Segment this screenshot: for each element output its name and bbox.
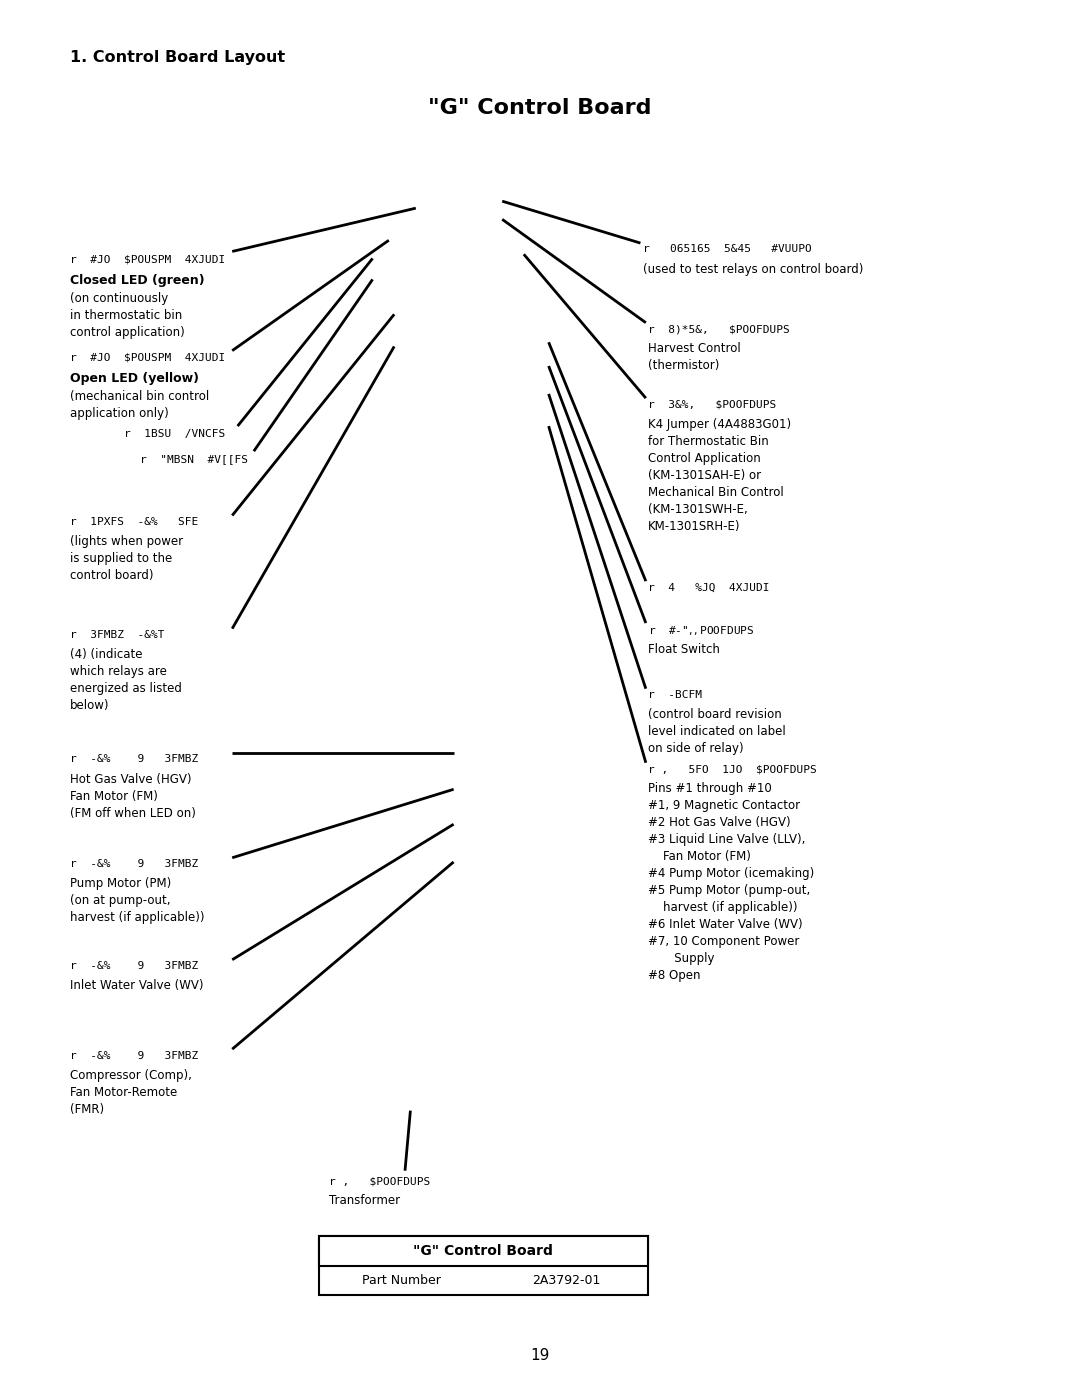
Text: r  4   %JQ  4XJUDI: r 4 %JQ 4XJUDI xyxy=(648,583,769,592)
Text: r  -&%    9   3FMBZ: r -&% 9 3FMBZ xyxy=(70,1051,199,1060)
Text: r  -&%    9   3FMBZ: r -&% 9 3FMBZ xyxy=(70,859,199,869)
Text: r  3&%,   $POOFDUPS: r 3&%, $POOFDUPS xyxy=(648,400,777,409)
Text: Pins #1 through #10
#1, 9 Magnetic Contactor
#2 Hot Gas Valve (HGV)
#3 Liquid Li: Pins #1 through #10 #1, 9 Magnetic Conta… xyxy=(648,782,814,982)
Text: r  -&%    9   3FMBZ: r -&% 9 3FMBZ xyxy=(70,754,199,764)
Text: 19: 19 xyxy=(530,1348,550,1362)
Text: Open LED (yellow): Open LED (yellow) xyxy=(70,372,199,384)
Text: Part Number: Part Number xyxy=(362,1274,441,1287)
Text: r  1PXFS  -&%   SFE: r 1PXFS -&% SFE xyxy=(70,517,199,527)
Text: (used to test relays on control board): (used to test relays on control board) xyxy=(643,263,863,275)
Text: Harvest Control
(thermistor): Harvest Control (thermistor) xyxy=(648,342,741,372)
Text: r   065165  5&45   #VUUPO: r 065165 5&45 #VUUPO xyxy=(643,244,811,254)
Text: r  "MBSN  #V[[FS: r "MBSN #V[[FS xyxy=(140,454,248,464)
Text: Pump Motor (PM)
(on at pump-out,
harvest (if applicable)): Pump Motor (PM) (on at pump-out, harvest… xyxy=(70,877,205,925)
Text: r ,   $POOFDUPS: r , $POOFDUPS xyxy=(329,1176,431,1186)
Bar xyxy=(319,1236,648,1295)
Text: Transformer: Transformer xyxy=(329,1194,401,1207)
Text: "G" Control Board: "G" Control Board xyxy=(429,98,651,117)
Text: r  #JO  $POUSPM  4XJUDI: r #JO $POUSPM 4XJUDI xyxy=(70,352,226,362)
Text: r ,   5FO  1JO  $POOFDUPS: r , 5FO 1JO $POOFDUPS xyxy=(648,764,816,774)
Text: r  -&%    9   3FMBZ: r -&% 9 3FMBZ xyxy=(70,961,199,971)
Text: K4 Jumper (4A4883G01)
for Thermostatic Bin
Control Application
(KM-1301SAH-E) or: K4 Jumper (4A4883G01) for Thermostatic B… xyxy=(648,418,792,532)
Text: 2A3792-01: 2A3792-01 xyxy=(531,1274,600,1287)
Bar xyxy=(319,1236,648,1266)
Text: 1. Control Board Layout: 1. Control Board Layout xyxy=(70,50,285,66)
Text: r  8)*5&,   $POOFDUPS: r 8)*5&, $POOFDUPS xyxy=(648,324,789,334)
Text: (4) (indicate
which relays are
energized as listed
below): (4) (indicate which relays are energized… xyxy=(70,648,183,712)
Text: Compressor (Comp),
Fan Motor-Remote
(FMR): Compressor (Comp), Fan Motor-Remote (FMR… xyxy=(70,1069,192,1116)
Text: r  3FMBZ  -&%T: r 3FMBZ -&%T xyxy=(70,630,164,640)
Text: Hot Gas Valve (HGV)
Fan Motor (FM)
(FM off when LED on): Hot Gas Valve (HGV) Fan Motor (FM) (FM o… xyxy=(70,773,197,820)
Text: r  #JO  $POUSPM  4XJUDI: r #JO $POUSPM 4XJUDI xyxy=(70,254,226,264)
Text: (mechanical bin control
application only): (mechanical bin control application only… xyxy=(70,390,210,419)
Text: (control board revision
level indicated on label
on side of relay): (control board revision level indicated … xyxy=(648,708,786,756)
Text: (lights when power
is supplied to the
control board): (lights when power is supplied to the co… xyxy=(70,535,184,583)
Text: "G" Control Board: "G" Control Board xyxy=(414,1243,553,1259)
Text: r  #-"$,,   $POOFDUPS: r #-"$,, $POOFDUPS xyxy=(648,624,755,637)
Text: r  1BSU  /VNCFS: r 1BSU /VNCFS xyxy=(124,429,226,439)
Text: r  -BCFM: r -BCFM xyxy=(648,690,702,700)
Text: (on continuously
in thermostatic bin
control application): (on continuously in thermostatic bin con… xyxy=(70,292,185,339)
Text: Inlet Water Valve (WV): Inlet Water Valve (WV) xyxy=(70,979,204,992)
Text: Float Switch: Float Switch xyxy=(648,643,720,655)
Text: Closed LED (green): Closed LED (green) xyxy=(70,274,205,286)
